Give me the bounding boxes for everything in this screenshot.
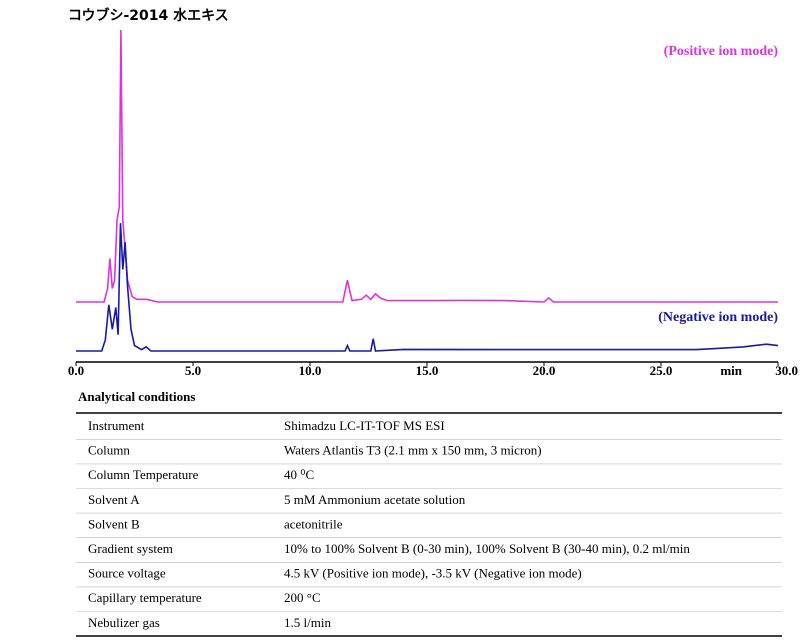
table-key: Solvent A <box>88 492 140 507</box>
x-axis-label: min <box>720 363 742 378</box>
trace <box>76 223 779 352</box>
table-key: Nebulizer gas <box>88 615 160 630</box>
series-label: (Negative ion mode) <box>658 310 778 325</box>
table-value: 4.5 kV (Positive ion mode), -3.5 kV (Neg… <box>284 566 582 581</box>
table-value: acetonitrile <box>284 516 343 531</box>
table-value: 10% to 100% Solvent B (0-30 min), 100% S… <box>284 541 690 556</box>
x-tick-label: 25.0 <box>650 363 673 378</box>
table-title: Analytical conditions <box>78 389 195 404</box>
x-tick-label: 15.0 <box>416 363 439 378</box>
table-value: 5 mM Ammonium acetate solution <box>284 492 466 507</box>
x-tick-label: 30.0 <box>775 363 798 378</box>
table-value: Shimadzu LC-IT-TOF MS ESI <box>284 418 445 433</box>
series-label: (Positive ion mode) <box>664 44 779 59</box>
table-key: Instrument <box>88 418 145 433</box>
chart-title: コウブシ-2014 水エキス <box>68 7 229 24</box>
x-tick-label: 20.0 <box>533 363 556 378</box>
table-key: Column Temperature <box>88 467 199 482</box>
x-tick-label: 0.0 <box>68 363 84 378</box>
table-key: Source voltage <box>88 566 166 581</box>
table-value: Waters Atlantis T3 (2.1 mm x 150 mm, 3 m… <box>284 443 542 458</box>
table-value: 200 °C <box>284 590 321 605</box>
x-tick-label: 10.0 <box>299 363 322 378</box>
table-key: Column <box>88 443 130 458</box>
table-key: Capillary temperature <box>88 590 202 605</box>
table-value: 40 ⁰C <box>284 467 314 482</box>
table-value: 1.5 l/min <box>284 615 331 630</box>
table-key: Solvent B <box>88 516 140 531</box>
trace <box>76 29 778 303</box>
x-tick-label: 5.0 <box>185 363 201 378</box>
table-key: Gradient system <box>88 541 173 556</box>
